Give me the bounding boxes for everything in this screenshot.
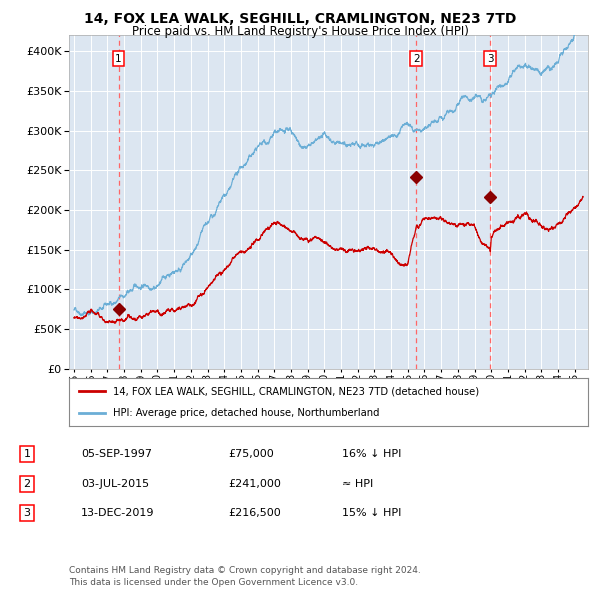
Text: 15% ↓ HPI: 15% ↓ HPI — [342, 509, 401, 518]
Text: 1: 1 — [23, 450, 31, 459]
Text: 14, FOX LEA WALK, SEGHILL, CRAMLINGTON, NE23 7TD: 14, FOX LEA WALK, SEGHILL, CRAMLINGTON, … — [84, 12, 516, 26]
Text: 3: 3 — [487, 54, 494, 64]
Text: 16% ↓ HPI: 16% ↓ HPI — [342, 450, 401, 459]
Text: ≈ HPI: ≈ HPI — [342, 479, 373, 489]
Text: £241,000: £241,000 — [228, 479, 281, 489]
Text: Contains HM Land Registry data © Crown copyright and database right 2024.: Contains HM Land Registry data © Crown c… — [69, 566, 421, 575]
Text: 14, FOX LEA WALK, SEGHILL, CRAMLINGTON, NE23 7TD (detached house): 14, FOX LEA WALK, SEGHILL, CRAMLINGTON, … — [113, 386, 479, 396]
Text: 03-JUL-2015: 03-JUL-2015 — [81, 479, 149, 489]
Text: £216,500: £216,500 — [228, 509, 281, 518]
Text: £75,000: £75,000 — [228, 450, 274, 459]
Text: 13-DEC-2019: 13-DEC-2019 — [81, 509, 155, 518]
Text: HPI: Average price, detached house, Northumberland: HPI: Average price, detached house, Nort… — [113, 408, 380, 418]
Text: 2: 2 — [413, 54, 419, 64]
Text: 1: 1 — [115, 54, 122, 64]
Text: 3: 3 — [23, 509, 31, 518]
Text: This data is licensed under the Open Government Licence v3.0.: This data is licensed under the Open Gov… — [69, 578, 358, 587]
Text: 05-SEP-1997: 05-SEP-1997 — [81, 450, 152, 459]
Text: Price paid vs. HM Land Registry's House Price Index (HPI): Price paid vs. HM Land Registry's House … — [131, 25, 469, 38]
Text: 2: 2 — [23, 479, 31, 489]
